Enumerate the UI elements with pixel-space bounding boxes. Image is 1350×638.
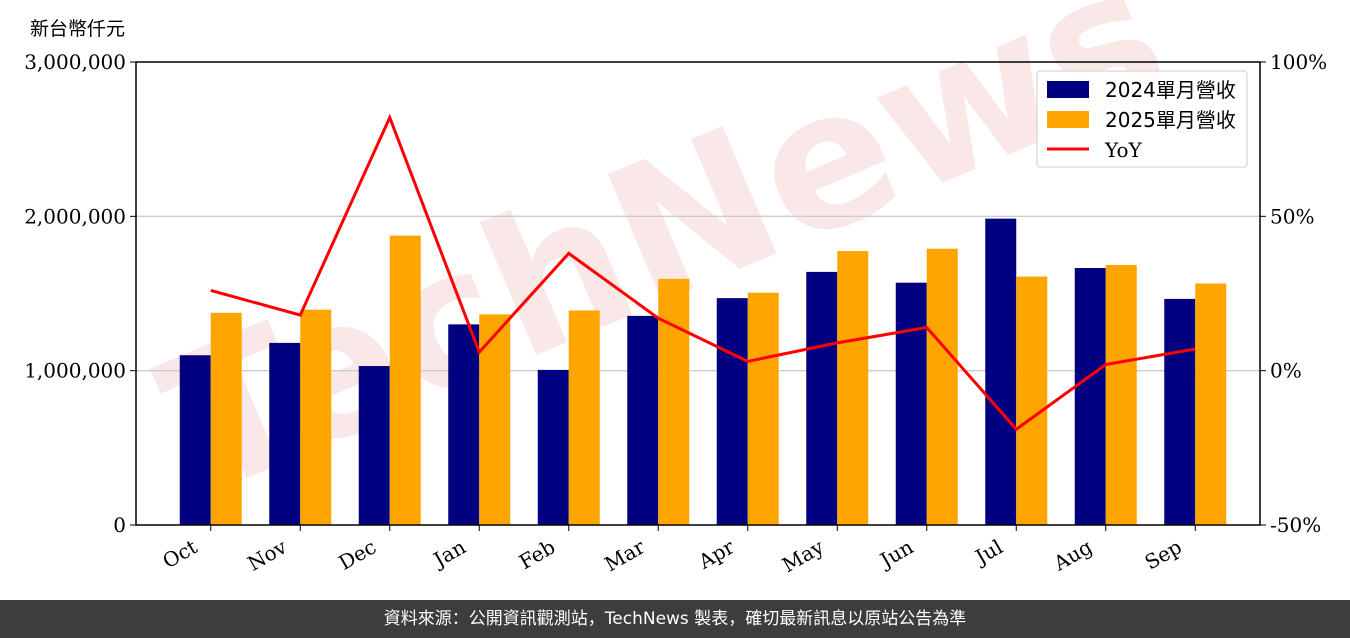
bar-2025-may: [837, 251, 869, 525]
x-tick-label: Aug: [1049, 534, 1097, 575]
y-tick-label: 3,000,000: [24, 50, 126, 74]
x-tick-label: Apr: [694, 534, 739, 574]
x-tick-label: Mar: [600, 534, 649, 576]
legend-label: 2024單月營收: [1105, 78, 1236, 102]
x-tick-label: Jun: [874, 534, 917, 573]
legend-swatch: [1047, 81, 1089, 98]
bar-2024-jul: [985, 218, 1017, 526]
bar-2025-jan: [479, 314, 511, 525]
legend-label: YoY: [1104, 138, 1143, 162]
bar-2024-apr: [716, 298, 748, 525]
bar-2024-jan: [448, 324, 480, 525]
y2-tick-label: -50%: [1270, 513, 1321, 537]
bar-2024-aug: [1074, 268, 1106, 525]
x-tick-label: Feb: [515, 535, 559, 574]
bar-2025-aug: [1105, 264, 1137, 525]
revenue-chart: TechNews01,000,0002,000,0003,000,000-50%…: [24, 0, 1327, 577]
bar-2024-mar: [627, 315, 659, 525]
bar-2024-jun: [895, 282, 927, 525]
bar-2024-may: [806, 271, 838, 525]
x-tick-label: May: [778, 534, 828, 577]
plot-frame: [135, 61, 1261, 526]
bar-2025-apr: [747, 292, 779, 525]
bar-2025-dec: [389, 235, 421, 525]
bar-2024-nov: [269, 342, 301, 525]
y2-tick-label: 100%: [1270, 50, 1327, 74]
x-tick-label: Dec: [334, 535, 380, 575]
y-tick-label: 0: [113, 513, 126, 537]
bar-2025-mar: [658, 278, 690, 525]
x-tick-label: Sep: [1141, 535, 1186, 575]
legend-box: [1036, 70, 1248, 168]
x-tick-label: Nov: [243, 534, 291, 576]
y-tick-label: 1,000,000: [24, 359, 126, 383]
source-footer: 資料來源：公開資訊觀測站，TechNews 製表，確切最新訊息以原站公告為準: [0, 600, 1350, 638]
bar-2024-sep: [1164, 298, 1196, 525]
bar-2025-feb: [568, 310, 600, 525]
legend-label: 2025單月營收: [1105, 108, 1236, 132]
bar-2024-dec: [358, 366, 390, 525]
bar-2025-jun: [926, 248, 958, 525]
bar-2024-oct: [179, 355, 211, 525]
bar-2025-sep: [1195, 283, 1227, 525]
x-tick-label: Jan: [428, 534, 470, 572]
x-tick-label: Oct: [158, 535, 201, 574]
y2-tick-label: 0%: [1270, 359, 1302, 383]
y2-tick-label: 50%: [1270, 204, 1314, 228]
y-tick-label: 2,000,000: [24, 204, 126, 228]
x-tick-label: Jul: [969, 535, 1006, 570]
y-axis-label: 新台幣仟元: [30, 18, 126, 40]
bar-2025-nov: [300, 309, 332, 525]
bar-2025-oct: [210, 312, 242, 525]
bar-2024-feb: [537, 369, 569, 525]
yoy-line: [210, 113, 1196, 432]
bar-2025-jul: [1016, 276, 1048, 525]
legend-swatch: [1047, 111, 1089, 128]
